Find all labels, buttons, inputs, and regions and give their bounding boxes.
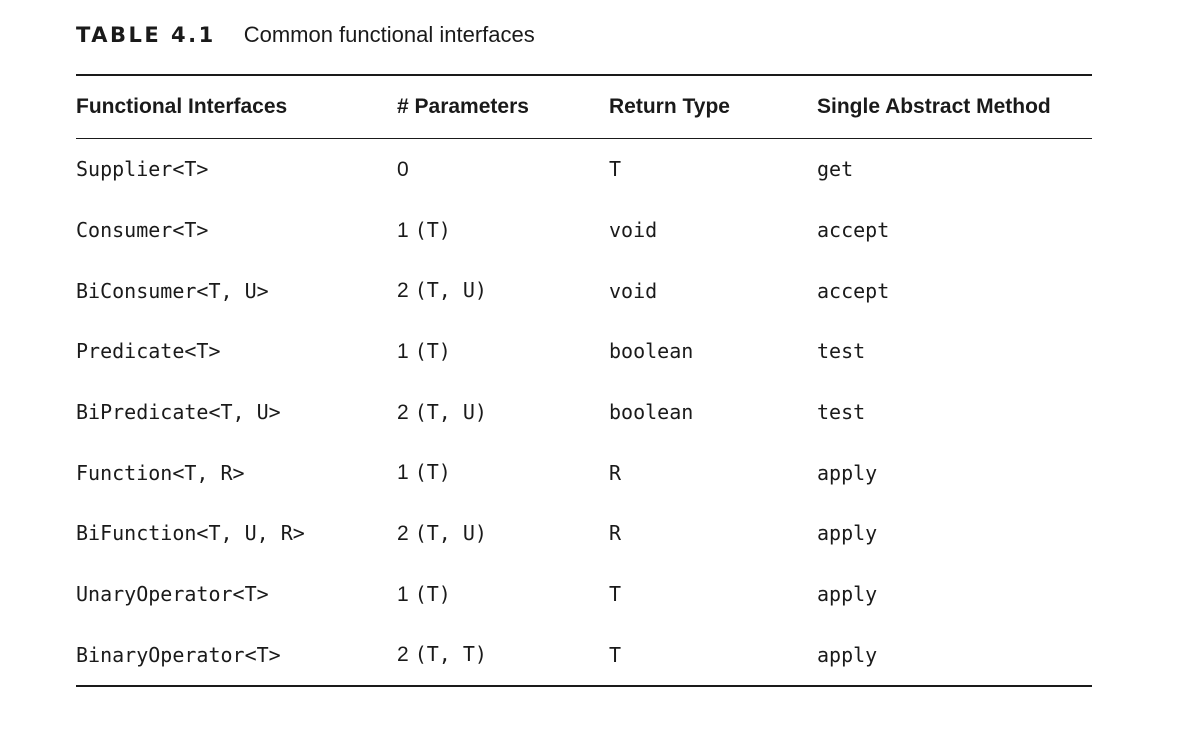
cell-method: apply xyxy=(817,521,878,546)
param-count: 1 xyxy=(397,582,409,606)
table-row: Function<T, R> 1 (T) R apply xyxy=(76,442,1092,503)
param-types: (T) xyxy=(414,217,451,242)
cell-method: test xyxy=(817,339,866,364)
param-types: (T, U) xyxy=(414,399,487,424)
param-count: 1 xyxy=(397,339,409,363)
param-count: 2 xyxy=(397,400,409,424)
cell-parameters: 1 (T) xyxy=(397,564,609,625)
cell-parameters: 0 xyxy=(397,139,609,200)
functional-interfaces-table: Functional Interfaces # Parameters Retur… xyxy=(76,74,1092,687)
cell-method: test xyxy=(817,400,866,425)
cell-interface: BinaryOperator<T> xyxy=(76,642,281,667)
cell-parameters: 2 (T, T) xyxy=(397,625,609,687)
table-header: Functional Interfaces # Parameters Retur… xyxy=(76,75,1092,139)
cell-interface: BiPredicate<T, U> xyxy=(76,400,281,425)
param-count: 0 xyxy=(397,157,409,181)
header-single-abstract-method: Single Abstract Method xyxy=(817,95,1051,118)
cell-return-type: T xyxy=(609,582,622,607)
table-row: Predicate<T> 1 (T) boolean test xyxy=(76,321,1092,382)
table-row: Consumer<T> 1 (T) void accept xyxy=(76,200,1092,261)
cell-parameters: 1 (T) xyxy=(397,442,609,503)
param-types: (T, T) xyxy=(414,642,487,667)
cell-return-type: T xyxy=(609,157,622,182)
param-count: 1 xyxy=(397,218,409,242)
cell-method: apply xyxy=(817,642,878,667)
cell-parameters: 1 (T) xyxy=(397,200,609,261)
cell-return-type: R xyxy=(609,521,622,546)
cell-return-type: R xyxy=(609,460,622,485)
param-count: 2 xyxy=(397,643,409,667)
table-row: Supplier<T> 0 T get xyxy=(76,139,1092,200)
cell-interface: Supplier<T> xyxy=(76,157,209,182)
cell-return-type: void xyxy=(609,278,658,303)
cell-parameters: 2 (T, U) xyxy=(397,503,609,564)
cell-method: accept xyxy=(817,278,890,303)
cell-return-type: void xyxy=(609,218,658,243)
cell-return-type: T xyxy=(609,642,622,667)
table-caption: TABLE 4.1 Common functional interfaces xyxy=(76,22,535,52)
header-row: Functional Interfaces # Parameters Retur… xyxy=(76,75,1092,139)
header-return-type: Return Type xyxy=(609,95,730,118)
header-functional-interfaces: Functional Interfaces xyxy=(76,95,288,118)
param-types: (T) xyxy=(414,460,451,485)
cell-method: accept xyxy=(817,218,890,243)
cell-parameters: 1 (T) xyxy=(397,321,609,382)
param-types: (T) xyxy=(414,581,451,606)
cell-interface: BiConsumer<T, U> xyxy=(76,278,269,303)
param-count: 2 xyxy=(397,279,409,303)
cell-parameters: 2 (T, U) xyxy=(397,260,609,321)
table-row: BinaryOperator<T> 2 (T, T) T apply xyxy=(76,625,1092,687)
cell-interface: Predicate<T> xyxy=(76,339,221,364)
functional-interfaces-table-container: Functional Interfaces # Parameters Retur… xyxy=(76,74,1092,687)
cell-method: apply xyxy=(817,582,878,607)
table-row: BiFunction<T, U, R> 2 (T, U) R apply xyxy=(76,503,1092,564)
param-count: 2 xyxy=(397,521,409,545)
param-types: (T) xyxy=(414,338,451,363)
table-row: UnaryOperator<T> 1 (T) T apply xyxy=(76,564,1092,625)
table-number: TABLE 4.1 xyxy=(76,23,216,47)
param-count: 1 xyxy=(397,461,409,485)
param-types: (T, U) xyxy=(414,520,487,545)
cell-interface: Function<T, R> xyxy=(76,460,245,485)
table-body: Supplier<T> 0 T get Consumer<T> 1 (T) voi… xyxy=(76,139,1092,687)
cell-return-type: boolean xyxy=(609,400,694,425)
param-types: (T, U) xyxy=(414,278,487,303)
table-row: BiConsumer<T, U> 2 (T, U) void accept xyxy=(76,260,1092,321)
table-row: BiPredicate<T, U> 2 (T, U) boolean test xyxy=(76,382,1092,443)
cell-method: apply xyxy=(817,460,878,485)
table-title: Common functional interfaces xyxy=(243,22,535,47)
cell-parameters: 2 (T, U) xyxy=(397,382,609,443)
cell-interface: Consumer<T> xyxy=(76,218,209,243)
cell-interface: BiFunction<T, U, R> xyxy=(76,521,305,546)
header-parameters: # Parameters xyxy=(397,95,529,118)
cell-return-type: boolean xyxy=(609,339,694,364)
cell-method: get xyxy=(817,157,854,182)
cell-interface: UnaryOperator<T> xyxy=(76,582,269,607)
